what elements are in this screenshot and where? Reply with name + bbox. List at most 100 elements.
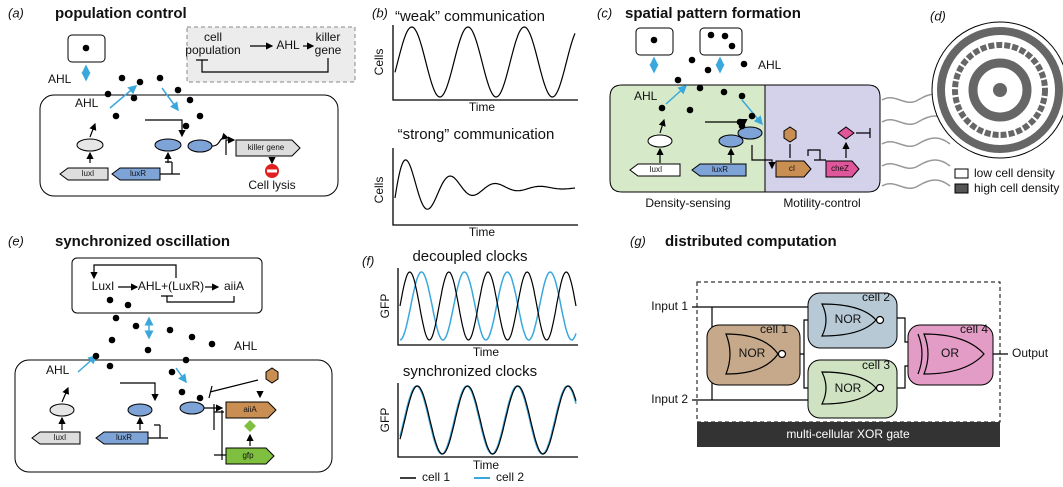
label: (a) — [8, 5, 24, 20]
circle-shape — [722, 33, 729, 40]
label: AHL — [75, 96, 99, 110]
label: cheZ — [831, 164, 849, 173]
circle-shape — [877, 385, 884, 392]
path-shape — [882, 180, 950, 188]
label: cI — [789, 164, 795, 173]
ellipse-shape — [155, 139, 181, 151]
path-shape — [398, 383, 578, 457]
label: spatial pattern formation — [625, 5, 801, 22]
label: Cell lysis — [248, 178, 295, 192]
label: cell 2 — [862, 290, 890, 304]
ellipse-shape — [719, 135, 743, 147]
molecule-dot — [189, 334, 196, 341]
molecule-dot — [183, 357, 190, 364]
molecule-dot — [739, 123, 746, 130]
molecule-dot — [113, 113, 120, 120]
label: gene — [315, 43, 342, 57]
path-shape — [400, 386, 576, 454]
label: Time — [469, 100, 496, 114]
figure: (a) population control AHL cell populati… — [0, 0, 1063, 487]
ellipse-shape — [77, 139, 103, 151]
label: AHL — [46, 363, 70, 377]
path-shape — [393, 148, 578, 225]
label: luxI — [82, 169, 94, 178]
label: low cell density — [974, 166, 1055, 180]
label: NOR — [835, 312, 862, 326]
path-shape — [400, 272, 576, 340]
path-shape — [395, 160, 575, 209]
label: NOR — [739, 346, 766, 360]
label: killer — [316, 30, 341, 44]
circle-shape — [651, 37, 658, 44]
label: (f) — [362, 253, 374, 268]
molecule-dot — [157, 75, 164, 82]
molecule-dot — [125, 302, 132, 309]
label: OR — [941, 346, 959, 360]
circle-shape — [877, 317, 884, 324]
label: (g) — [630, 233, 646, 248]
molecule-dot — [689, 57, 696, 64]
circle-shape — [779, 351, 786, 358]
label: luxR — [130, 169, 146, 178]
molecule-dot — [659, 105, 666, 112]
rect-shape — [267, 170, 277, 173]
molecule-dot — [137, 79, 144, 86]
label: distributed computation — [665, 233, 837, 250]
rect-shape — [955, 184, 968, 193]
molecule-dot — [687, 107, 694, 114]
circle-shape — [993, 83, 1007, 97]
circle-shape — [729, 43, 736, 50]
molecule-dot — [749, 113, 756, 120]
label: Time — [473, 345, 500, 359]
molecule-dot — [169, 369, 176, 376]
label: AHL — [234, 339, 258, 353]
molecule-dot — [119, 75, 126, 82]
molecule-dot — [697, 85, 704, 92]
ellipse-shape — [50, 404, 74, 416]
path-shape — [882, 160, 950, 168]
label: NOR — [835, 381, 862, 395]
molecule-dot — [179, 389, 186, 396]
path-shape — [882, 138, 950, 146]
label: (c) — [597, 5, 612, 20]
label: AHL+(LuxR) — [138, 279, 204, 293]
rect-shape — [955, 169, 968, 178]
label: cell 3 — [862, 358, 890, 372]
label: synchronized clocks — [403, 363, 537, 380]
label: cell 2 — [496, 470, 524, 484]
molecule-dot — [131, 95, 138, 102]
molecule-dot — [145, 347, 152, 354]
molecule-dot — [113, 315, 120, 322]
label: Input 1 — [651, 299, 688, 313]
label: Output — [1012, 346, 1049, 360]
label: (e) — [8, 233, 24, 248]
label: population control — [55, 5, 187, 22]
label: Cells — [372, 49, 386, 76]
label: Input 2 — [651, 392, 688, 406]
molecule-dot — [93, 353, 100, 360]
label: synchronized oscillation — [55, 233, 230, 250]
label: LuxI — [92, 279, 115, 293]
label: gfp — [242, 451, 254, 460]
polygon-shape — [784, 127, 796, 142]
circle-shape — [708, 32, 715, 39]
path-shape — [393, 25, 578, 100]
label: cell 1 — [760, 322, 788, 336]
label: multi-cellular XOR gate — [786, 427, 910, 441]
ellipse-shape — [188, 140, 212, 152]
molecule-dot — [705, 67, 712, 74]
molecule-dot — [105, 91, 112, 98]
label: AHL — [276, 38, 300, 52]
molecule-dot — [175, 87, 182, 94]
label: cell 4 — [960, 322, 988, 336]
label: high cell density — [974, 181, 1059, 195]
ellipse-shape — [128, 404, 152, 416]
molecule-dot — [197, 395, 204, 402]
circle-shape — [83, 45, 90, 52]
molecule-dot — [133, 323, 140, 330]
molecule-dot — [187, 97, 194, 104]
molecule-dot — [209, 341, 216, 348]
label: “strong” communication — [398, 126, 555, 143]
molecule-dot — [107, 363, 114, 370]
rect-shape — [700, 28, 742, 55]
